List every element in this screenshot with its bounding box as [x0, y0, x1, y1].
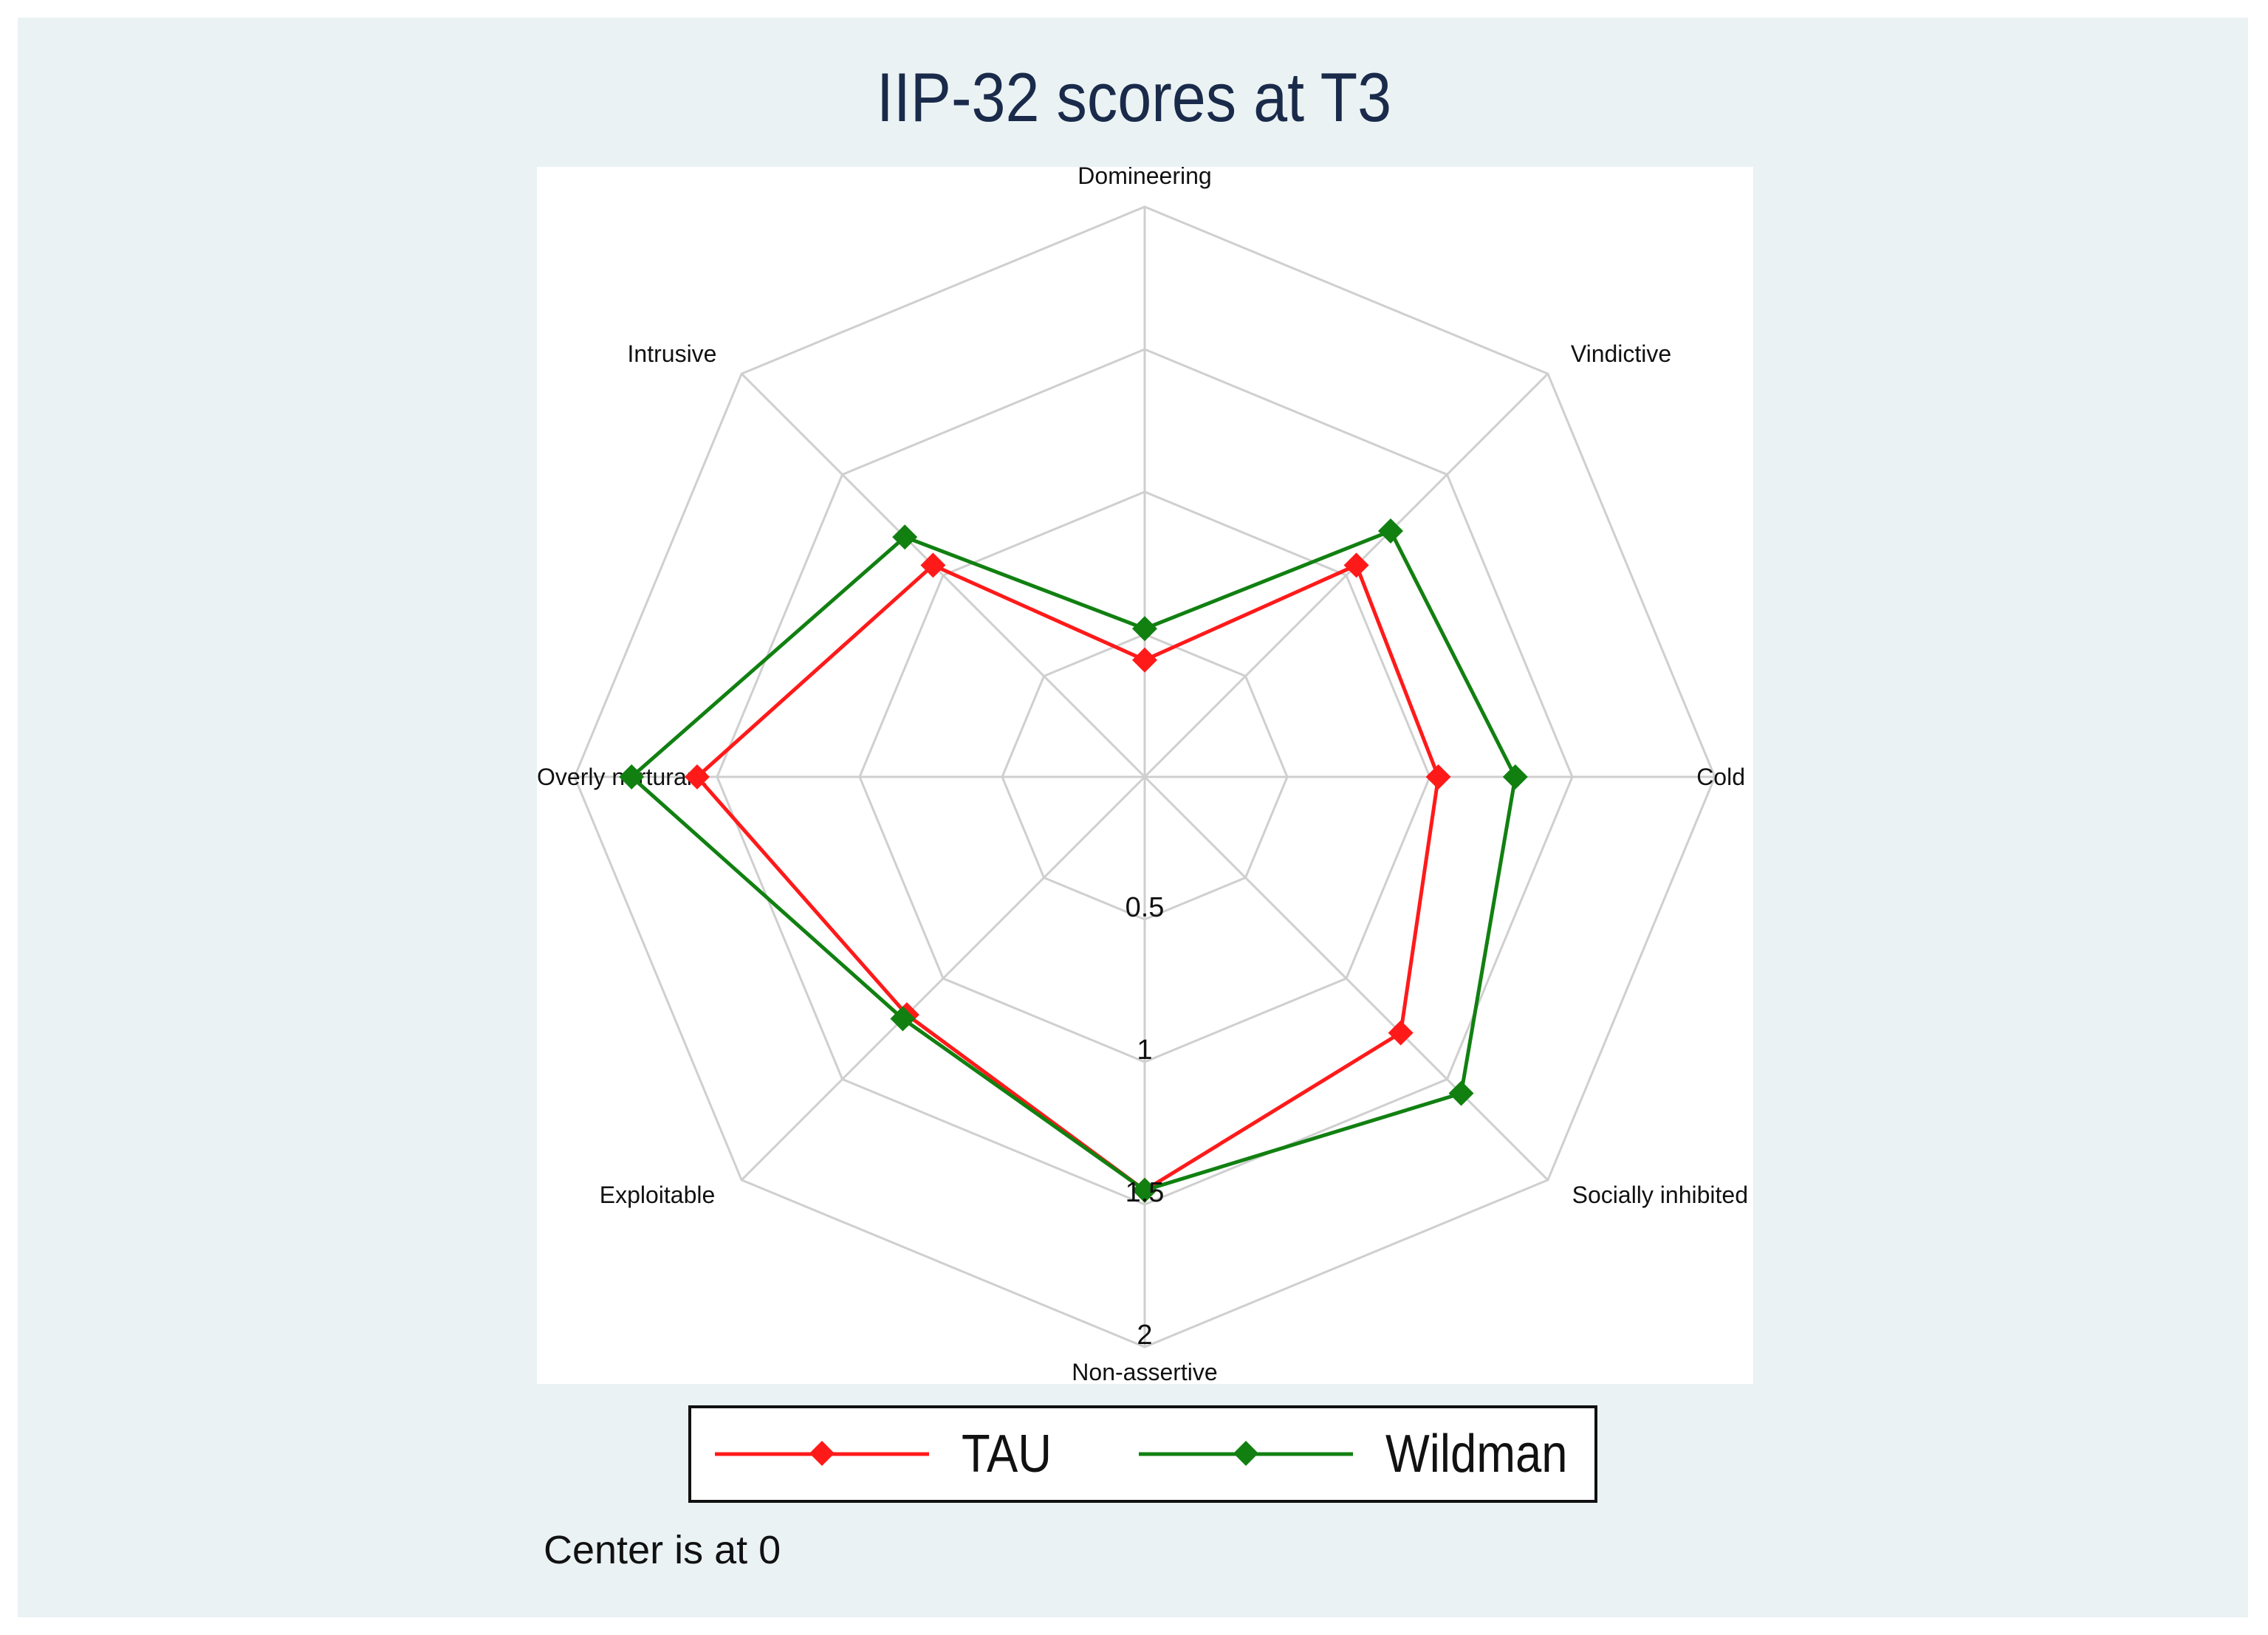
marker-tau-overly-nurturant: [684, 764, 710, 789]
legend-swatch-wildman: [1139, 1441, 1353, 1466]
marker-tau-domineering: [1132, 647, 1157, 673]
legend-label-wildman: Wildman: [1385, 1425, 1568, 1484]
marker-wildman-cold: [1502, 764, 1528, 789]
chart-note: Center is at 0: [544, 1528, 781, 1572]
radial-tick-2: 2: [1137, 1320, 1152, 1351]
spoke-8: [741, 373, 1146, 778]
radial-tick-1: 1: [1137, 1035, 1152, 1066]
marker-wildman-overly-nurturant: [619, 764, 645, 789]
series-line-tau: [694, 563, 1441, 1193]
axis-label-intrusive: Intrusive: [628, 340, 717, 367]
axis-label-vindictive: Vindictive: [1571, 340, 1671, 367]
marker-tau-socially-inhibited: [1388, 1020, 1414, 1046]
axis-label-domineering: Domineering: [1078, 167, 1211, 189]
marker-tau-intrusive: [920, 552, 946, 578]
axis-label-non-assertive: Non-assertive: [1072, 1359, 1217, 1384]
legend-item-tau: TAU: [715, 1408, 1064, 1500]
marker-wildman-socially-inhibited: [1448, 1080, 1474, 1106]
chart-title: IIP-32 scores at T3: [876, 58, 1392, 136]
axis-label-cold: Cold: [1696, 764, 1745, 790]
spoke-2: [1143, 373, 1549, 778]
marker-tau-cold: [1425, 764, 1451, 789]
marker-wildman-exploitable: [890, 1006, 916, 1032]
radial-tick-0-5: 0.5: [1126, 892, 1165, 923]
plot-area: Domineering Vindictive Cold Socially inhibi…: [537, 167, 1753, 1384]
radial-tick-1-5: 1.5: [1126, 1177, 1165, 1208]
marker-wildman-intrusive: [892, 524, 918, 550]
axis-label-socially-inhibited: Socially inhibited: [1572, 1182, 1748, 1208]
legend-item-wildman: Wildman: [1139, 1408, 1592, 1500]
marker-wildman-domineering: [1132, 616, 1157, 642]
spoke-4: [1143, 775, 1549, 1181]
spoke-6: [741, 775, 1146, 1181]
legend-label-tau: TAU: [962, 1425, 1052, 1484]
marker-tau-vindictive: [1343, 552, 1369, 578]
marker-wildman-non-assertive: [1132, 1177, 1157, 1203]
marker-wildman-vindictive: [1377, 518, 1403, 544]
legend: TAU Wildman: [688, 1405, 1597, 1503]
radar-chart: Domineering Vindictive Cold Socially inhibi…: [537, 167, 1748, 1384]
legend-swatch-tau: [715, 1441, 929, 1466]
axis-label-exploitable: Exploitable: [600, 1182, 716, 1208]
